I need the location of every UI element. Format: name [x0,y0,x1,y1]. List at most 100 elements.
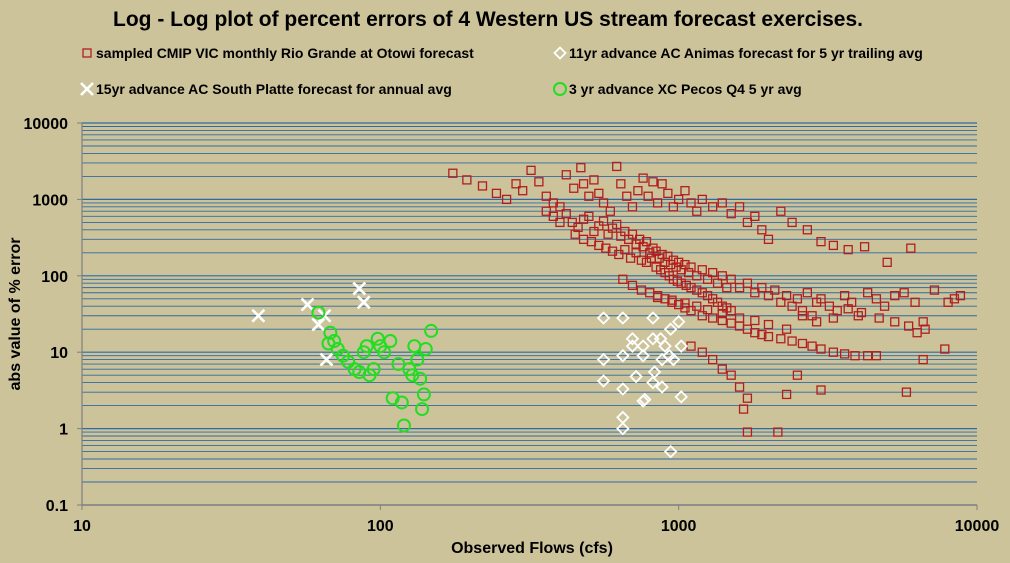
rio-grande-point [668,255,679,265]
south-platte-point [352,281,367,296]
rio-grande-point [763,319,774,330]
pecos-point [391,357,406,372]
pecos-point [405,368,420,383]
rio-grande-point [797,338,808,349]
rio-grande-point [763,234,774,244]
rio-grande-point [839,349,850,359]
south-platte-point [300,297,315,312]
axes [81,123,977,506]
rio-grande-point [787,336,797,346]
rio-grande-point [526,165,536,176]
animas-point [629,369,643,384]
rio-grande-point [816,344,826,354]
rio-grande-point [622,191,632,201]
rio-grande-point [811,317,822,327]
legend-marker-rio-grande [82,48,92,58]
rio-grande-point [750,328,760,338]
rio-grande-point [839,290,850,301]
rio-grande-point [949,294,960,304]
x-axis-title: Observed Flows (cfs) [451,540,613,557]
rio-grande-point [555,202,565,212]
rio-grande-point [807,341,817,351]
rio-grande-point [890,290,900,301]
pecos-point [407,339,422,354]
rio-grande-point [686,262,696,272]
rio-grande-point [757,225,767,235]
animas-point [616,421,630,436]
rio-grande-point [853,311,863,321]
rio-grande-point [781,389,792,400]
rio-grande-point [697,311,707,321]
rio-grande-point [781,324,792,334]
rio-grande-point [674,194,684,205]
rio-grande-point [850,351,860,361]
pecos-point [418,342,433,357]
rio-grande-point [781,290,792,301]
data-points [251,161,966,459]
rio-grande-point [828,347,839,357]
rio-grande-point [681,280,691,290]
rio-grande-point [578,214,589,224]
rio-grande-point [663,188,673,199]
legend: sampled CMIP VIC monthly Rio Grande at O… [80,45,923,97]
animas-point [596,311,611,325]
rio-grande-point [598,216,609,226]
rio-grande-point [518,186,528,196]
rio-grande-point [462,175,472,185]
pecos-point [311,305,326,320]
rio-grande-point [627,202,638,212]
rio-grande-point [816,385,826,395]
y-tick-label: 10000 [24,116,69,133]
rio-grande-point [708,202,718,212]
rio-grande-point [627,229,638,239]
rio-grande-point [657,179,667,189]
rio-grande-point [491,188,502,199]
rio-grande-point [652,292,663,303]
pecos-point [370,331,385,346]
animas-point [646,375,660,390]
rio-grande-point [717,198,727,208]
rio-grande-point [616,179,626,189]
rio-grande-point [816,236,826,247]
rio-grande-point [955,290,966,301]
rio-grande-point [879,301,890,311]
rio-grande-point [686,198,696,208]
rio-grande-point [763,331,774,342]
rio-grande-point [697,288,707,298]
animas-point [616,382,630,396]
rio-grande-point [750,211,760,221]
rio-grande-point [912,328,922,338]
animas-point [674,390,689,404]
animas-point [674,339,689,353]
rio-grande-point [802,288,813,298]
rio-grande-point [776,297,786,307]
south-platte-point [251,308,266,323]
x-tick-label: 10000 [955,518,1000,535]
rio-grande-point [776,206,786,216]
animas-point [616,311,630,325]
legend-marker-animas [553,46,567,60]
rio-grande-point [717,308,727,319]
rio-grande-point [863,351,873,361]
rio-grande-point [667,295,677,305]
pecos-point [394,395,409,410]
rio-grande-point [643,191,653,201]
rio-grande-point [828,313,839,323]
rio-grande-point [620,244,630,255]
south-platte-point [319,352,334,367]
rio-grande-point [792,294,803,304]
rio-grande-point [742,393,753,403]
legend-marker-pecos [553,82,567,96]
animas-point [655,380,669,394]
animas-point [636,339,650,353]
pecos-point [415,402,430,417]
rio-grande-point [734,313,745,323]
rio-grande-point [676,278,686,288]
rio-grande-point [726,274,736,284]
animas-point [671,315,686,329]
rio-grande-point [871,351,882,361]
rio-grande-point [680,186,690,196]
rio-grande-point [802,225,813,235]
rio-grande-point [633,186,643,196]
rio-grande-point [605,206,615,216]
